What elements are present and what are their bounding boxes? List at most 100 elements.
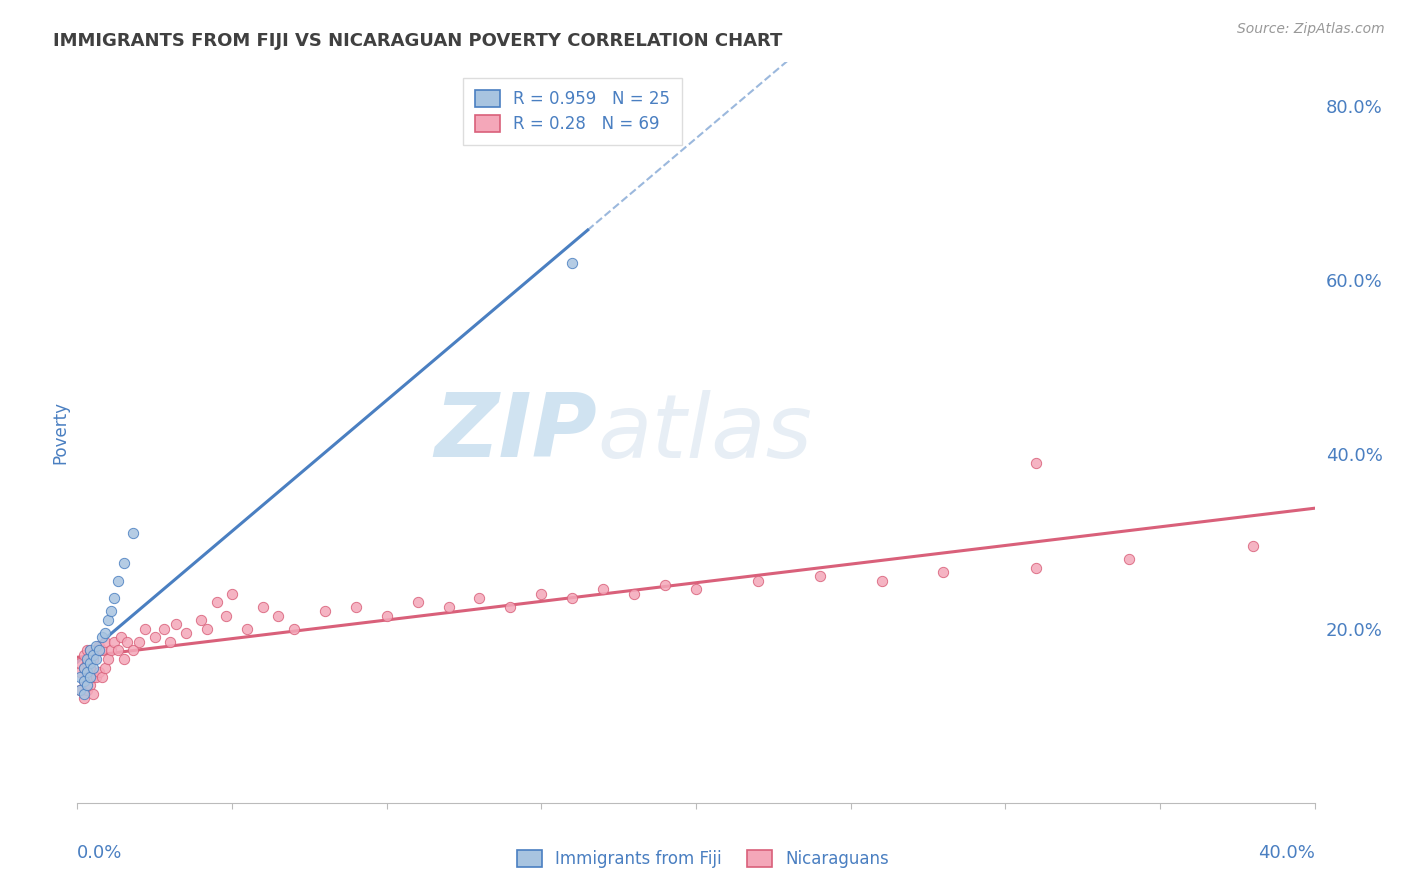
Point <box>87 639 110 653</box>
Point <box>84 643 107 657</box>
Point <box>107 574 129 588</box>
Text: 40.0%: 40.0% <box>1258 844 1315 862</box>
Point <box>69 682 91 697</box>
Point <box>283 622 305 636</box>
Point <box>115 634 138 648</box>
Point <box>72 673 94 688</box>
Point <box>79 657 101 671</box>
Point <box>79 643 101 657</box>
Point <box>72 661 94 675</box>
Text: atlas: atlas <box>598 390 811 475</box>
Point <box>91 669 114 683</box>
Point <box>69 657 91 671</box>
Point <box>72 648 94 662</box>
Point <box>190 613 212 627</box>
Point <box>69 665 91 680</box>
Legend: Immigrants from Fiji, Nicaraguans: Immigrants from Fiji, Nicaraguans <box>510 843 896 875</box>
Point <box>76 652 98 666</box>
Point <box>654 578 676 592</box>
Point <box>747 574 769 588</box>
Point <box>84 639 107 653</box>
Point <box>1025 456 1047 470</box>
Point <box>174 626 197 640</box>
Point <box>561 591 583 606</box>
Point <box>84 652 107 666</box>
Point <box>82 648 104 662</box>
Point <box>143 630 166 644</box>
Point <box>128 634 150 648</box>
Legend: R = 0.959   N = 25, R = 0.28   N = 69: R = 0.959 N = 25, R = 0.28 N = 69 <box>463 78 682 145</box>
Point <box>236 622 259 636</box>
Point <box>94 661 117 675</box>
Y-axis label: Poverty: Poverty <box>51 401 69 464</box>
Point <box>97 652 120 666</box>
Point <box>110 630 132 644</box>
Text: Source: ZipAtlas.com: Source: ZipAtlas.com <box>1237 22 1385 37</box>
Point <box>134 622 156 636</box>
Point <box>79 661 101 675</box>
Point <box>221 587 243 601</box>
Point <box>94 634 117 648</box>
Point <box>76 669 98 683</box>
Point <box>530 587 553 601</box>
Point <box>72 687 94 701</box>
Point <box>94 626 117 640</box>
Point <box>79 678 101 692</box>
Point <box>72 673 94 688</box>
Point <box>468 591 491 606</box>
Point <box>103 634 125 648</box>
Point <box>91 643 114 657</box>
Point <box>932 565 955 579</box>
Point <box>72 661 94 675</box>
Point <box>76 678 98 692</box>
Point <box>685 582 707 597</box>
Point <box>1025 560 1047 574</box>
Point <box>344 599 367 614</box>
Point <box>76 665 98 680</box>
Point <box>100 643 122 657</box>
Point <box>406 595 429 609</box>
Point <box>91 630 114 644</box>
Point <box>107 643 129 657</box>
Point <box>1118 552 1140 566</box>
Point <box>112 556 135 570</box>
Point <box>215 608 238 623</box>
Point <box>252 599 274 614</box>
Point <box>499 599 522 614</box>
Point <box>79 643 101 657</box>
Point <box>623 587 645 601</box>
Point <box>195 622 218 636</box>
Point <box>159 634 181 648</box>
Point <box>1241 539 1264 553</box>
Point <box>82 661 104 675</box>
Point <box>76 643 98 657</box>
Point <box>82 652 104 666</box>
Point <box>375 608 398 623</box>
Point <box>72 691 94 706</box>
Point <box>100 604 122 618</box>
Point <box>808 569 831 583</box>
Point <box>592 582 614 597</box>
Point <box>103 591 125 606</box>
Point <box>84 669 107 683</box>
Point <box>76 682 98 697</box>
Point <box>87 643 110 657</box>
Point <box>76 657 98 671</box>
Point <box>82 687 104 701</box>
Point <box>69 682 91 697</box>
Point <box>97 613 120 627</box>
Point <box>205 595 228 609</box>
Text: ZIP: ZIP <box>434 389 598 476</box>
Point <box>165 617 187 632</box>
Text: IMMIGRANTS FROM FIJI VS NICARAGUAN POVERTY CORRELATION CHART: IMMIGRANTS FROM FIJI VS NICARAGUAN POVER… <box>52 32 782 50</box>
Point <box>437 599 460 614</box>
Point <box>79 669 101 683</box>
Point <box>122 525 145 540</box>
Point <box>122 643 145 657</box>
Point <box>314 604 336 618</box>
Point <box>69 669 91 683</box>
Point <box>870 574 893 588</box>
Point <box>87 665 110 680</box>
Point <box>561 256 583 270</box>
Point <box>153 622 176 636</box>
